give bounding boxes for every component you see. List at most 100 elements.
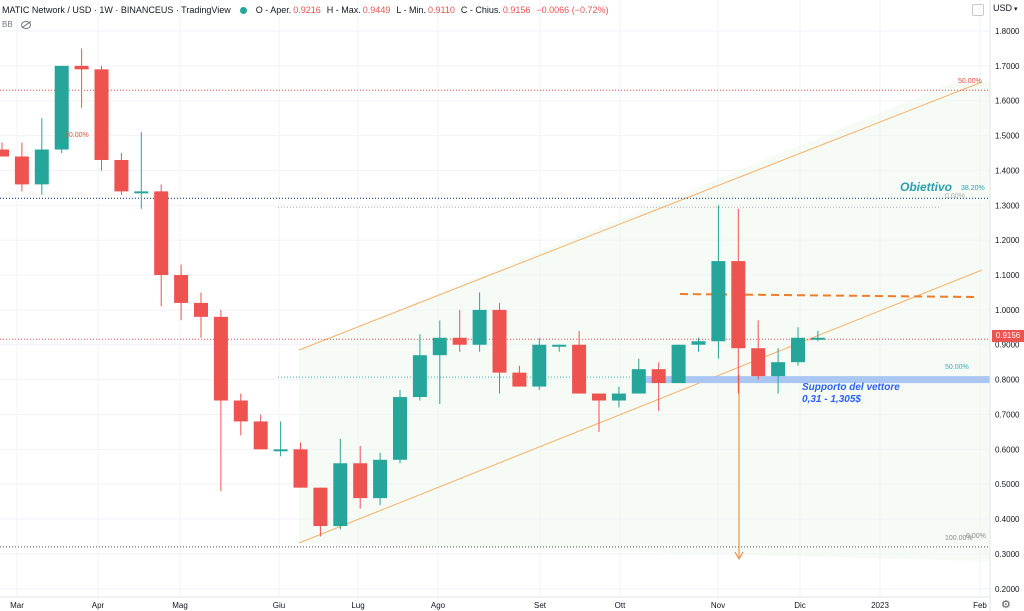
candle-body — [432, 337, 447, 356]
candle-body — [711, 261, 726, 342]
y-tick-label: 1.7000 — [995, 62, 1020, 71]
candle-body — [273, 449, 288, 452]
candle-body — [771, 362, 786, 377]
symbol-title[interactable]: MATIC Network / USD · 1W · BINANCEUS · T… — [2, 5, 231, 15]
fib-label-bottom2: 0.00% — [966, 533, 986, 540]
candle-body — [810, 337, 825, 340]
candle-body — [651, 369, 666, 384]
candle-body — [791, 337, 805, 363]
candle-body — [154, 191, 169, 276]
chart-settings-button[interactable] — [972, 4, 984, 16]
candle-body — [213, 316, 228, 401]
y-tick-label: 0.5000 — [995, 480, 1020, 489]
x-tick-label: Giu — [273, 601, 285, 610]
low-value: 0.9110 — [428, 5, 455, 15]
high-label: H - Max. — [326, 5, 361, 15]
x-tick-label: Mar — [10, 601, 24, 610]
candle-body — [592, 393, 606, 401]
target-label: Obiettivo — [900, 180, 952, 194]
settings-icon[interactable]: ⚙ — [1001, 599, 1011, 611]
labels: 50.00%50.00%Obiettivo 38.20%0.00%50.00%10… — [65, 78, 986, 542]
y-tick-label: 1.4000 — [995, 166, 1020, 175]
support-label-1: Supporto del vettore — [802, 382, 900, 393]
candle-body — [194, 302, 208, 317]
candle-body — [114, 159, 129, 192]
candle-body — [393, 397, 407, 460]
y-tick-label: 0.7000 — [995, 410, 1020, 419]
y-tick-label: 0.4000 — [995, 515, 1020, 524]
x-tick-label: Nov — [711, 601, 725, 610]
x-tick-label: Apr — [92, 601, 105, 610]
candle-body — [134, 191, 149, 194]
open-value: 0.9216 — [293, 5, 321, 15]
x-tick-label: Ago — [431, 601, 446, 610]
candle-body — [54, 65, 69, 150]
fib-label-382: 38.20% — [961, 185, 985, 192]
close-value: 0.9156 — [502, 5, 531, 15]
candle-body — [512, 372, 527, 387]
x-tick-label: Lug — [351, 601, 364, 610]
chart-header: MATIC Network / USD · 1W · BINANCEUS · T… — [0, 0, 990, 20]
channel-lower — [298, 269, 983, 544]
y-tick-label: 0.2000 — [995, 585, 1020, 594]
y-tick-label: 1.3000 — [995, 201, 1020, 210]
y-tick-label: 0.9000 — [995, 341, 1020, 350]
candle-body — [313, 487, 328, 527]
candle-body — [452, 337, 467, 345]
currency-selector[interactable]: USD — [993, 3, 1017, 13]
candle-body — [253, 421, 268, 450]
support-band — [640, 376, 990, 384]
x-tick-label: Dic — [794, 601, 806, 610]
candle-body — [492, 309, 507, 373]
candle-body — [34, 149, 49, 185]
candle-body — [611, 393, 626, 401]
orange-dashed-level — [679, 293, 976, 298]
low-label: L - Min. — [396, 5, 426, 15]
change-value: −0.0066 (−0.72%) — [536, 5, 609, 15]
close-label: C - Chius. — [460, 5, 501, 15]
candle-body — [731, 261, 746, 349]
fib-label-bottom: 100.00% — [945, 535, 973, 542]
candle-body — [631, 369, 646, 394]
y-tick-label: 1.8000 — [995, 27, 1020, 36]
candle-body — [412, 355, 427, 398]
candle-body — [74, 65, 89, 70]
fib-label-zero: 0.00% — [945, 193, 965, 200]
candle-body — [671, 344, 686, 384]
x-axis: Mar Apr Mag Giu Lug Ago Set Ott Nov Dic 2023 Feb — [0, 596, 990, 610]
market-status-icon — [239, 6, 247, 14]
open-label: O - Aper. — [255, 5, 292, 15]
y-tick-label: 0.3000 — [995, 550, 1020, 559]
y-tick-label: 0.6000 — [995, 445, 1020, 454]
channel-upper — [298, 81, 983, 351]
x-tick-label: Mag — [172, 601, 188, 610]
candle-body — [233, 400, 248, 422]
candles — [0, 48, 825, 537]
candle-body — [751, 348, 766, 377]
indicator-label[interactable]: BB — [2, 20, 13, 29]
fib-label-mid: 50.00% — [945, 364, 969, 371]
high-value: 0.9449 — [362, 5, 391, 15]
candle-body — [532, 344, 547, 387]
candle-body — [174, 275, 189, 303]
projection-arrow-head — [734, 551, 744, 561]
x-tick-label: Set — [534, 601, 547, 610]
current-price-tag: 0.9156 — [992, 330, 1024, 342]
y-tick-label: 1.5000 — [995, 132, 1020, 141]
candle-body — [333, 463, 348, 527]
y-tick-label: 1.2000 — [995, 236, 1020, 245]
candle-body — [94, 69, 109, 160]
candle-body — [373, 459, 388, 499]
candle-body — [14, 156, 29, 185]
x-tick-label: Feb — [973, 601, 987, 610]
candle-body — [353, 463, 368, 499]
y-tick-label: 1.6000 — [995, 97, 1020, 106]
fib-label-left: 50.00% — [65, 132, 89, 139]
channel-fill — [299, 82, 990, 562]
y-tick-label: 0.8000 — [995, 376, 1020, 385]
candle-body — [572, 344, 587, 394]
eye-hidden-icon[interactable] — [20, 20, 31, 29]
x-tick-label: 2023 — [871, 601, 889, 610]
support-label-2: 0,31 - 1,305$ — [802, 394, 861, 405]
